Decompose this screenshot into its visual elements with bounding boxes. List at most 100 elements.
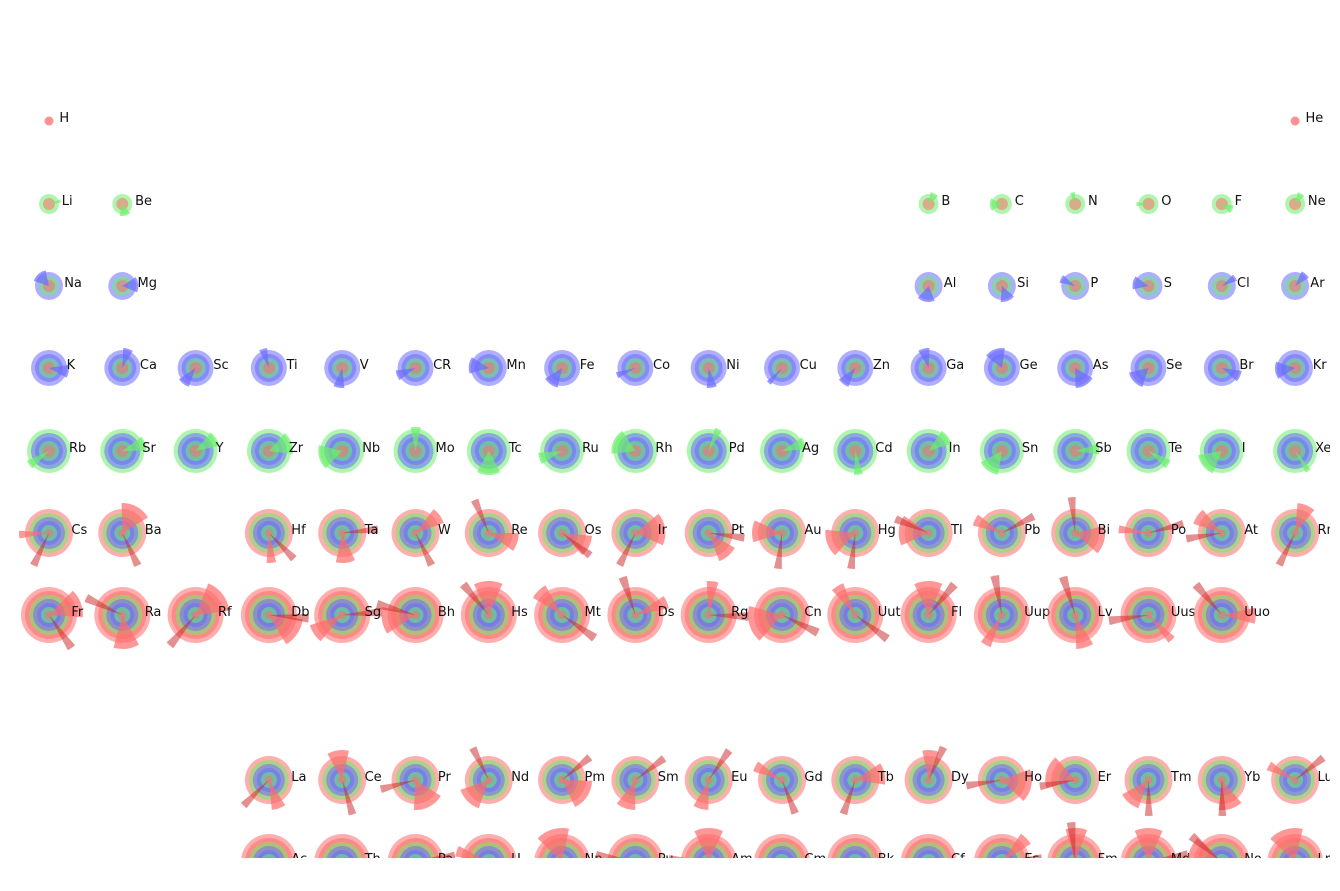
element-symbol: H — [59, 111, 69, 126]
shell-sector — [1221, 204, 1234, 214]
element-symbol: Uup — [1024, 605, 1050, 620]
shell-sector — [379, 780, 416, 793]
shell-sector — [430, 851, 456, 858]
shell-sector — [635, 596, 669, 615]
shell-ring — [481, 854, 496, 858]
element-os: Os — [538, 509, 602, 559]
shell-sector — [27, 451, 49, 469]
element-mg: Mg — [108, 272, 157, 300]
shell-sector — [455, 846, 482, 858]
element-symbol: Na — [64, 276, 82, 291]
shell-ring — [338, 858, 346, 866]
shell-sector — [122, 436, 147, 451]
element-lu: Lu — [1266, 754, 1330, 804]
shell-sector — [1022, 854, 1042, 858]
element-sg: Sg — [309, 587, 383, 643]
shell-ring — [1071, 858, 1079, 866]
element-k: K — [31, 350, 76, 386]
shell-ring — [925, 858, 933, 866]
shell-sector — [839, 780, 856, 816]
shell-sector — [1295, 192, 1305, 204]
shell-sector — [1188, 832, 1219, 858]
element-cn: Cn — [747, 587, 822, 643]
shell-ring — [485, 858, 493, 866]
shell-sector — [562, 862, 583, 891]
element-symbol: Mo — [436, 441, 455, 456]
element-symbol: Pu — [658, 852, 674, 867]
element-th: Th — [314, 834, 381, 866]
shell-sector — [342, 607, 383, 617]
element-symbol: Zr — [289, 441, 304, 456]
element-symbol: Pb — [1024, 523, 1040, 538]
shell-sector — [268, 613, 309, 623]
element-symbol: Ag — [802, 441, 819, 456]
element-ru: Ru — [538, 429, 599, 473]
shell-sector — [1221, 607, 1256, 624]
shell-sector — [469, 746, 489, 780]
element-au: Au — [752, 509, 822, 569]
shell-sector — [1221, 368, 1242, 382]
element-symbol: Be — [135, 194, 152, 209]
shell-sector — [831, 583, 856, 615]
element-rn: Rn — [1271, 503, 1330, 567]
shell-sector — [268, 615, 303, 645]
shell-sector — [1001, 769, 1032, 801]
element-symbol: Cl — [1237, 276, 1250, 291]
element-ra: Ra — [84, 587, 162, 649]
shell-sector — [562, 780, 593, 807]
element-yb: Yb — [1197, 756, 1260, 816]
shell-ring — [998, 858, 1006, 866]
element-symbol: Fm — [1098, 852, 1118, 867]
shell-sector — [928, 581, 958, 615]
element-symbol: CR — [433, 358, 451, 373]
shell-sector — [980, 451, 1002, 475]
element-la: La — [240, 756, 307, 810]
element-symbol: Re — [511, 523, 527, 538]
shell-sector — [1221, 274, 1237, 286]
shell-sector — [460, 581, 489, 615]
element-tl: Tl — [894, 509, 963, 557]
shell-sector — [1198, 451, 1222, 474]
shell-sector — [410, 427, 421, 451]
shell-sector — [1070, 192, 1076, 204]
element-he: He — [1290, 111, 1323, 126]
element-ir: Ir — [611, 509, 668, 567]
element-symbol: Fe — [580, 358, 595, 373]
element-mo: Mo — [393, 427, 455, 473]
element-uup: Uup — [973, 575, 1050, 648]
element-symbol: Tb — [877, 770, 894, 785]
element-symbol: Lv — [1098, 605, 1113, 620]
element-symbol: Pm — [585, 770, 606, 785]
shell-sector — [166, 615, 196, 649]
element-symbol: Md — [1171, 852, 1190, 867]
element-symbol: Ra — [145, 605, 162, 620]
shell-sector — [854, 451, 863, 476]
shell-sector — [33, 270, 49, 286]
element-symbol: Cm — [804, 852, 826, 867]
shell-sector — [1295, 271, 1309, 286]
element-symbol: Tm — [1170, 770, 1192, 785]
element-symbol: F — [1235, 194, 1242, 209]
shell-ring — [1290, 116, 1300, 126]
element-symbol: Ir — [658, 523, 668, 538]
element-symbol: Uut — [878, 605, 901, 620]
element-s: S — [1132, 272, 1172, 300]
element-symbol: Ar — [1310, 276, 1325, 291]
element-c: C — [989, 194, 1024, 214]
element-nd: Nd — [460, 746, 529, 809]
element-sm: Sm — [611, 755, 679, 810]
element-symbol: Xe — [1315, 441, 1331, 456]
shell-sector — [616, 533, 636, 567]
element-n: N — [1065, 192, 1098, 214]
shell-sector — [782, 860, 816, 881]
shell-sector — [474, 581, 503, 615]
element-symbol: Sn — [1022, 441, 1039, 456]
element-pt: Pt — [684, 509, 745, 562]
shell-sector — [855, 862, 887, 891]
element-fe: Fe — [544, 350, 594, 388]
element-kr: Kr — [1275, 350, 1327, 386]
shell-ring — [917, 850, 940, 858]
shell-sector — [1129, 368, 1149, 387]
shell-sector — [635, 755, 667, 780]
element-symbol: N — [1088, 194, 1098, 209]
